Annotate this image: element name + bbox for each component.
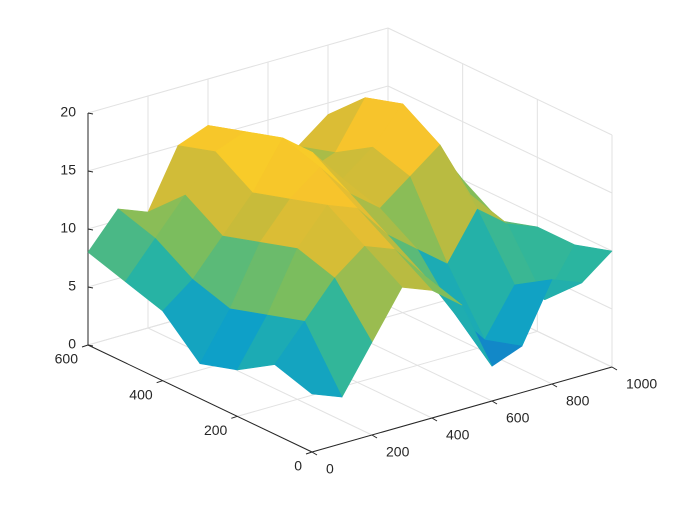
z-tick-label: 15: [60, 162, 76, 178]
y-tick-label: 600: [55, 351, 79, 367]
tick-mark: [87, 344, 94, 347]
tick-mark: [311, 451, 318, 456]
z-tick-label: 0: [68, 336, 76, 352]
tick-mark: [87, 286, 94, 289]
grid-line: [87, 85, 389, 172]
tick-mark: [231, 415, 238, 419]
z-tick-label: 20: [60, 104, 76, 120]
x-tick-label: 600: [506, 410, 530, 426]
tick-mark: [87, 112, 94, 115]
grid-line: [387, 85, 613, 194]
grid-line: [387, 27, 613, 136]
tick-mark: [371, 434, 378, 439]
y-tick-label: 0: [294, 458, 302, 474]
x-tick-label: 200: [386, 444, 410, 460]
tick-mark: [611, 366, 618, 371]
tick-mark: [156, 380, 163, 384]
tick-mark: [87, 170, 94, 173]
tick-mark: [305, 451, 313, 455]
x-tick-label: 0: [326, 461, 334, 477]
x-axis: [311, 366, 613, 453]
x-tick-label: 1000: [626, 376, 657, 392]
grid-line: [87, 27, 389, 114]
tick-mark: [81, 344, 89, 348]
grid-line: [147, 327, 373, 436]
tick-mark: [551, 383, 558, 388]
y-tick-label: 400: [129, 386, 153, 402]
y-axis: [87, 344, 313, 453]
x-tick-label: 400: [446, 427, 470, 443]
z-tick-label: 10: [60, 220, 76, 236]
surface-patch: [274, 320, 343, 398]
tick-mark: [431, 417, 438, 422]
tick-mark: [87, 228, 94, 231]
z-tick-label: 5: [68, 278, 76, 294]
x-tick-label: 800: [566, 393, 590, 409]
y-tick-label: 200: [204, 422, 228, 438]
tick-mark: [491, 400, 498, 405]
